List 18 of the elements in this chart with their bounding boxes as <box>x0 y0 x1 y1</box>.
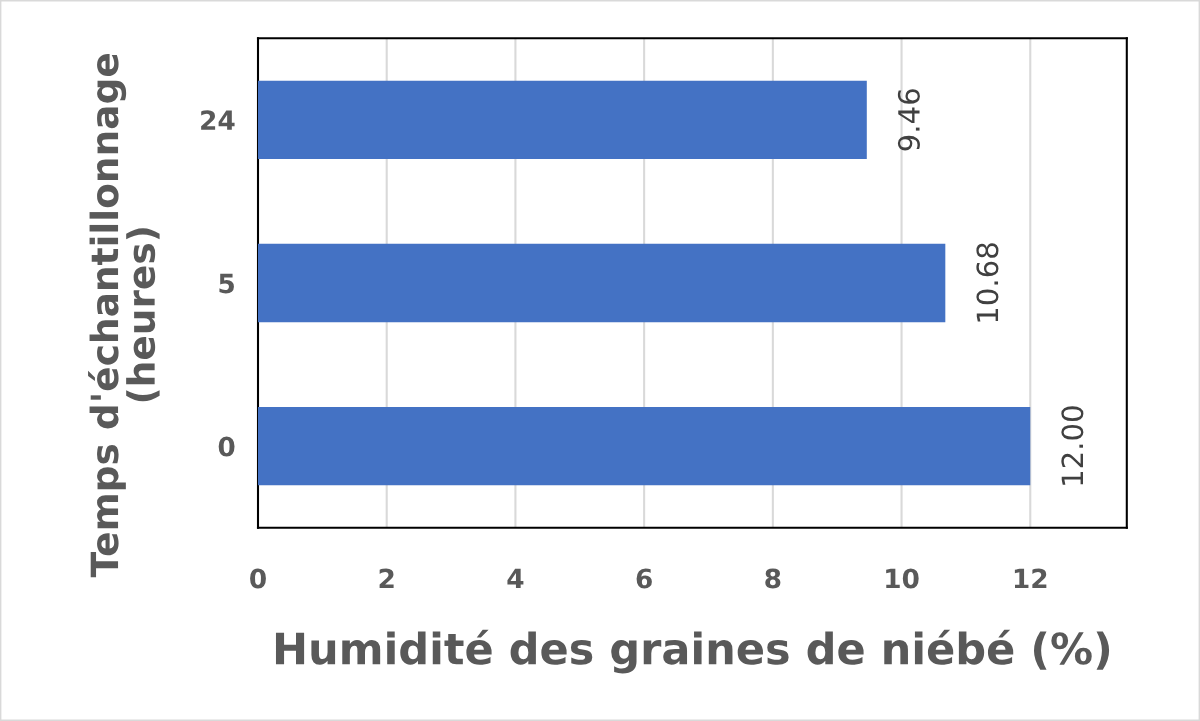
y-tick-label: 24 <box>201 110 235 130</box>
y-axis-title: Temps d'échantillonnage (heures) <box>88 54 160 578</box>
data-label: 12.00 <box>1061 406 1084 485</box>
x-tick-label: 0 <box>250 568 266 589</box>
x-tick-label: 12 <box>1014 568 1047 589</box>
data-label: 10.68 <box>976 243 999 322</box>
bar <box>258 243 946 323</box>
y-tick-label: 5 <box>219 273 234 294</box>
y-tick-label: 0 <box>218 436 235 457</box>
x-tick-label: 4 <box>507 568 524 589</box>
x-tick-label: 8 <box>765 568 781 589</box>
x-tick-label: 6 <box>636 568 652 589</box>
data-label: 9.46 <box>897 89 920 151</box>
bar <box>258 80 867 159</box>
x-tick-label: 10 <box>886 568 919 589</box>
x-tick-label: 2 <box>379 568 394 589</box>
x-axis-title: Humidité des graines de niébé (%) <box>275 629 1110 674</box>
bar <box>258 407 1031 486</box>
